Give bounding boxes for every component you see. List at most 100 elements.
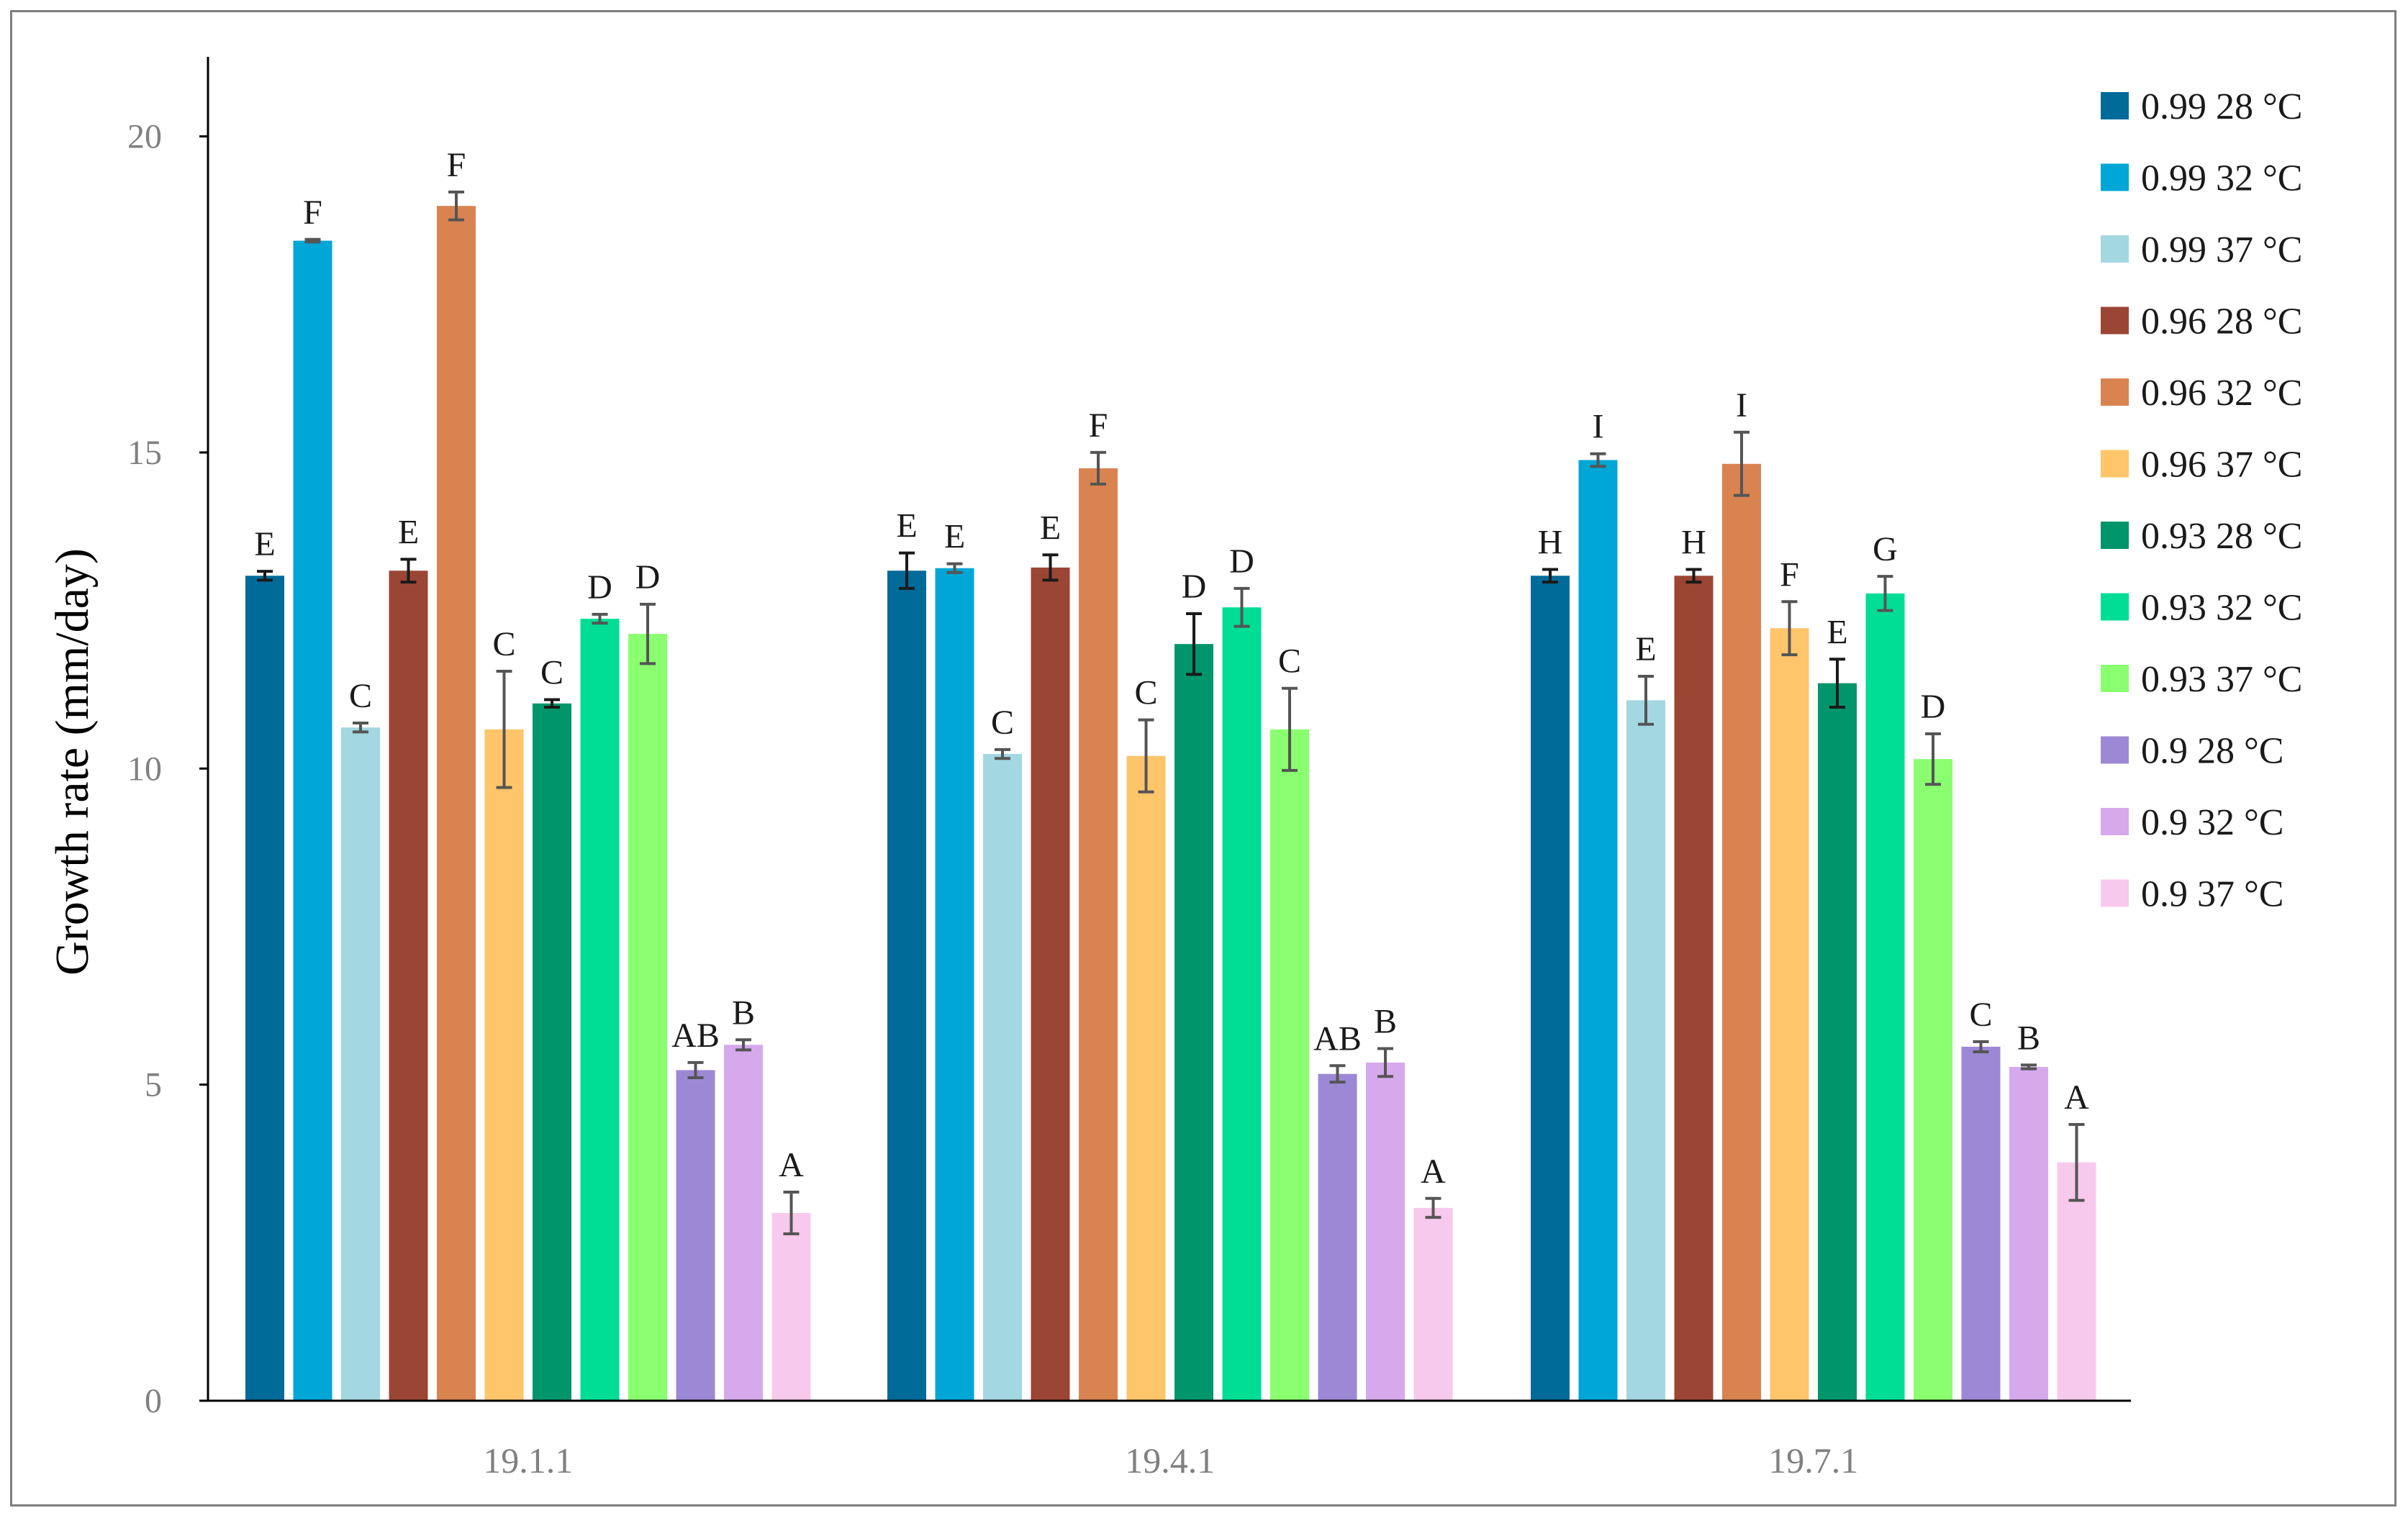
bar-0-96-37-C-19.1.1 <box>484 729 524 1401</box>
y-axis-label: Growth rate (mm/day) <box>46 548 99 976</box>
error-bar <box>1877 575 1893 612</box>
significance-letter: D <box>1921 688 1946 726</box>
error-bar <box>1329 1064 1346 1084</box>
error-bar <box>496 669 512 789</box>
significance-letter: E <box>1827 613 1847 651</box>
significance-letter: AB <box>1313 1019 1362 1058</box>
x-tick-label: 19.1.1 <box>483 1440 573 1481</box>
significance-letter: F <box>447 146 466 184</box>
significance-letter: C <box>1278 642 1301 681</box>
error-bar <box>592 612 608 625</box>
legend-label: 0.96 37 °C <box>2141 445 2302 486</box>
legend-label: 0.96 28 °C <box>2141 301 2302 342</box>
y-tick-labels: 0 5 10 15 20 <box>127 118 208 1420</box>
bar-0-9-28-C-19.7.1 <box>1961 1046 2001 1401</box>
legend-swatch <box>2101 879 2129 907</box>
significance-letter: C <box>1969 996 1992 1034</box>
error-bar <box>353 722 368 734</box>
significance-letter: D <box>635 558 661 596</box>
legend-item: 0.93 37 °C <box>2101 659 2302 700</box>
error-bar <box>1590 452 1606 468</box>
error-bar <box>1829 658 1845 709</box>
legend-label: 0.93 32 °C <box>2141 588 2302 629</box>
bar-0-99-32-C-19.1.1 <box>293 240 332 1401</box>
significance-letter: B <box>2017 1019 2040 1057</box>
bar-0-93-32-C-19.4.1 <box>1222 607 1262 1401</box>
bar-0-9-32-C-19.4.1 <box>1366 1062 1405 1401</box>
bar-0-96-32-C-19.7.1 <box>1722 463 1761 1401</box>
bar-0-93-37-C-19.4.1 <box>1270 729 1309 1401</box>
legend-item: 0.96 37 °C <box>2101 445 2302 486</box>
axes-layer <box>207 57 2131 1402</box>
bar-0-99-37-C-19.4.1 <box>983 754 1022 1401</box>
legend-label: 0.99 28 °C <box>2141 86 2302 127</box>
significance-letter: C <box>1134 674 1157 712</box>
bar-0-96-32-C-19.4.1 <box>1079 468 1118 1401</box>
legend-label: 0.96 32 °C <box>2141 373 2302 414</box>
legend-label: 0.9 37 °C <box>2141 874 2283 915</box>
bar-0-93-28-C-19.1.1 <box>533 703 571 1401</box>
error-bar <box>1685 568 1702 584</box>
legend-item: 0.93 28 °C <box>2101 516 2302 557</box>
legend-swatch <box>2101 450 2129 478</box>
error-bar <box>544 698 560 709</box>
legend-item: 0.9 28 °C <box>2101 731 2283 772</box>
bar-0-96-28-C-19.7.1 <box>1674 576 1714 1401</box>
significance-letter: C <box>492 625 515 663</box>
legend-swatch <box>2101 306 2129 335</box>
error-bar <box>1090 450 1106 486</box>
bar-0-99-28-C-19.4.1 <box>887 571 926 1401</box>
error-bar <box>899 551 915 590</box>
significance-letter: H <box>1681 523 1706 561</box>
significance-letter: D <box>1229 542 1254 581</box>
significance-letter: D <box>587 568 612 606</box>
error-bar <box>1638 674 1654 726</box>
bar-0-9-28-C-19.4.1 <box>1318 1073 1357 1401</box>
legend-swatch <box>2101 235 2129 263</box>
error-bar <box>995 747 1010 760</box>
x-tick-label: 19.7.1 <box>1768 1440 1858 1481</box>
legend-label: 0.93 37 °C <box>2141 659 2302 700</box>
significance-letter: F <box>1089 406 1108 445</box>
error-bar <box>257 570 273 582</box>
legend-item: 0.96 28 °C <box>2101 301 2302 342</box>
error-bar <box>448 190 464 222</box>
legend: 0.99 28 °C 0.99 32 °C 0.99 37 °C 0.96 28 °C… <box>2101 86 2302 915</box>
error-bar <box>1042 553 1059 582</box>
significance-letter: H <box>1538 523 1563 561</box>
legend-swatch <box>2101 163 2129 191</box>
significance-letter: E <box>944 518 965 556</box>
bar-0-9-37-C-19.7.1 <box>2057 1162 2096 1401</box>
legend-item: 0.96 32 °C <box>2101 373 2302 414</box>
error-bar <box>1781 600 1798 657</box>
error-bar <box>400 558 417 584</box>
error-bar <box>1186 612 1202 676</box>
bar-0-93-28-C-19.4.1 <box>1174 644 1213 1401</box>
bar-0-99-37-C-19.1.1 <box>341 727 380 1401</box>
x-tick-label: 19.4.1 <box>1125 1440 1215 1481</box>
significance-letter: C <box>991 704 1014 742</box>
bar-0-93-37-C-19.1.1 <box>628 634 667 1401</box>
error-bar <box>946 562 963 574</box>
significance-letter: C <box>540 654 563 692</box>
significance-letter: I <box>1593 408 1604 446</box>
significance-letter: E <box>1040 509 1061 547</box>
significance-letter: F <box>303 194 322 232</box>
error-bar <box>1425 1196 1441 1219</box>
y-tick-label: 5 <box>145 1066 162 1104</box>
error-bar <box>1973 1040 1989 1053</box>
bar-0-99-28-C-19.1.1 <box>245 576 284 1401</box>
significance-letter: E <box>254 525 275 563</box>
significance-letter: E <box>398 513 419 551</box>
bar-0-9-37-C-19.1.1 <box>771 1213 811 1401</box>
error-bar <box>2021 1063 2037 1071</box>
significance-letter: B <box>1374 1003 1397 1041</box>
bar-0-9-37-C-19.4.1 <box>1413 1207 1453 1401</box>
legend-swatch <box>2101 378 2129 406</box>
legend-swatch <box>2101 92 2129 119</box>
bar-0-96-37-C-19.4.1 <box>1126 755 1166 1401</box>
legend-label: 0.99 32 °C <box>2141 158 2302 199</box>
y-tick-label: 0 <box>145 1382 162 1420</box>
